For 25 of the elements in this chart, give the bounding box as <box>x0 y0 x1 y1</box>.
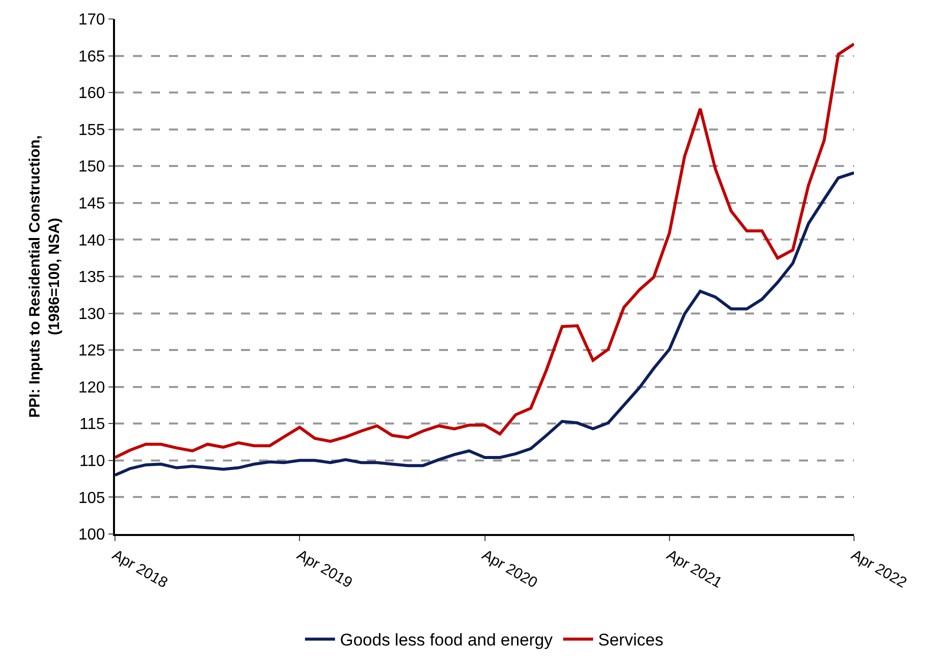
y-tick-label: 110 <box>80 453 106 470</box>
legend-label: Services <box>598 630 664 650</box>
y-tick-label: 160 <box>78 85 106 102</box>
y-tick-label: 165 <box>78 48 106 66</box>
y-tick-label: 150 <box>78 158 106 176</box>
line-series <box>115 171 854 477</box>
y-tick-label: 115 <box>80 416 106 434</box>
y-tick-label: 135 <box>78 269 106 286</box>
line-series <box>115 42 854 459</box>
y-tick-label: 130 <box>78 306 106 323</box>
y-tick-label: 155 <box>78 122 106 139</box>
x-tick-label: Apr 2020 <box>479 546 540 592</box>
x-tick-label: Apr 2022 <box>848 546 910 592</box>
y-tick-label: 100 <box>78 526 106 544</box>
x-tick-label: Apr 2019 <box>294 546 356 592</box>
y-tick-label: 170 <box>78 12 106 29</box>
x-tick-label: Apr 2021 <box>664 546 725 592</box>
y-tick-label: 105 <box>78 490 106 507</box>
y-tick-label: 120 <box>78 379 106 396</box>
y-tick-label: 140 <box>78 232 106 250</box>
legend-label: Goods less food and energy <box>340 630 554 650</box>
y-tick-label: 145 <box>78 196 106 213</box>
x-tick-label: Apr 2018 <box>109 546 170 592</box>
y-axis-title: PPI: Inputs to Residential Construction, (1986=100, NSA) <box>26 135 64 418</box>
y-tick-label: 125 <box>78 342 106 360</box>
